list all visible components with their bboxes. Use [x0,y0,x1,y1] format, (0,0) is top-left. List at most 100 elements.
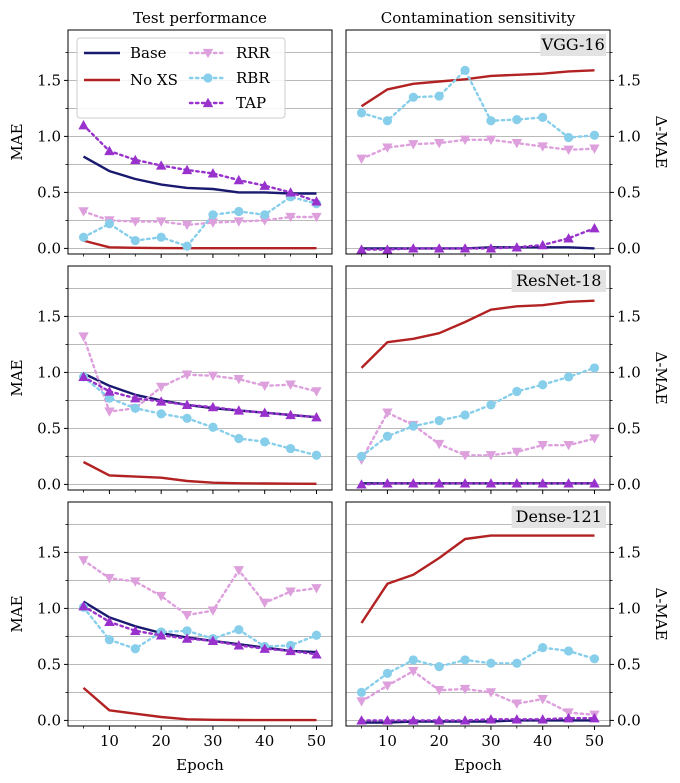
y-tick-label: 0.0 [617,711,641,729]
y-tick-label: 1.5 [37,543,61,561]
data-point-rrr [459,451,471,461]
data-point-rbr [408,421,418,431]
y-tick-label: 1.0 [37,127,61,145]
data-point-rbr [538,380,548,390]
data-point-rbr [234,206,244,217]
y-tick-label: 0.5 [37,419,61,437]
data-point-tap [485,714,497,724]
data-point-rbr [538,643,548,653]
y-tick-label: 0.0 [37,711,61,729]
x-tick-label: 10 [378,732,397,750]
data-point-rbr [460,410,470,420]
data-point-tap [130,625,141,635]
data-point-rbr [130,403,140,413]
data-point-rbr [434,91,444,101]
x-tick-label: 40 [533,732,552,750]
data-point-rrr [433,439,445,450]
series-line-base [361,719,595,724]
y-tick-label: 1.0 [617,363,641,381]
data-point-tap [433,243,445,253]
series-line-rrr [82,335,318,413]
data-point-rrr [563,145,574,156]
data-point-tap [104,386,115,396]
data-point-rbr [589,363,600,373]
y-tick-label: 1.0 [37,599,61,617]
data-point-rrr [537,441,548,451]
column-title-0: Test performance [133,9,267,27]
data-point-rbr [260,210,270,220]
data-point-rrr [78,207,89,217]
data-point-rbr [356,108,367,118]
data-point-rbr [156,232,166,242]
data-point-rbr [486,116,496,126]
data-point-rrr [285,380,296,390]
series-line-no-xs [83,239,317,250]
data-point-rrr [485,688,497,698]
data-point-rbr [486,400,496,410]
data-point-tap [78,600,89,611]
data-point-rbr [285,640,296,650]
legend-label: TAP [236,94,266,112]
data-point-rrr [459,684,471,695]
series-line-rrr [360,411,596,461]
legend-label: Base [130,44,167,62]
data-point-rrr [104,574,115,584]
y-tick-label: 1.5 [617,543,641,561]
data-point-tap [408,715,419,725]
x-tick-label: 40 [255,732,274,750]
data-point-tap [259,643,270,653]
data-point-tap [311,649,322,659]
data-point-tap [459,715,471,725]
model-tag-background [511,506,606,528]
y-tick-label: 1.0 [617,599,641,617]
data-point-tap [589,478,600,488]
panel-frame [67,501,333,727]
series-line-tap [82,605,318,656]
series-line-base [82,372,317,419]
data-point-rbr [104,219,115,229]
data-point-tap [285,187,296,197]
data-point-rbr [130,235,140,246]
data-point-tap [356,715,367,725]
data-point-rbr [104,393,115,403]
y-tick-label: 1.0 [617,127,641,145]
data-point-tap [104,145,115,156]
data-point-rrr [433,138,445,149]
data-point-rrr [285,212,296,223]
data-point-rbr [382,116,393,126]
legend: Base No XS RRR RBR TAP [76,37,286,119]
series-line-no-xs [82,686,317,722]
data-point-rbr [234,625,244,635]
data-point-tap [459,478,471,488]
y-tick-label: 0.5 [37,655,61,673]
x-tick-label: 30 [481,732,500,750]
data-point-rbr [130,644,140,654]
data-point-rrr [259,381,270,392]
data-point-tap [233,174,245,185]
y-tick-label: 0.5 [37,183,61,201]
data-point-tap [537,478,548,488]
data-point-tap [233,405,245,415]
data-point-tap [537,239,548,250]
data-point-rbr [208,210,218,220]
data-point-tap [285,645,296,656]
series-line-tap [360,717,596,722]
panel-1-left: 0.0 0.5 1.0 1.5 MAE [8,265,333,494]
data-point-rbr [182,413,192,423]
data-point-tap [207,635,219,646]
data-point-rrr [155,591,167,602]
series-line-tap [82,375,318,419]
data-point-rrr [408,666,419,677]
y-tick-label: 1.0 [37,363,61,381]
y-tick-label: 0.5 [617,419,641,437]
data-point-tap [311,196,322,206]
y-tick-label: 1.5 [37,307,61,325]
legend-marker [203,73,213,83]
series-line-rbr [82,606,318,650]
legend-label: No XS [130,71,178,89]
series-line-base [82,155,317,195]
data-point-rbr [285,443,296,454]
data-point-rbr [182,626,192,636]
data-point-tap [311,412,322,422]
data-point-rbr [78,232,89,242]
